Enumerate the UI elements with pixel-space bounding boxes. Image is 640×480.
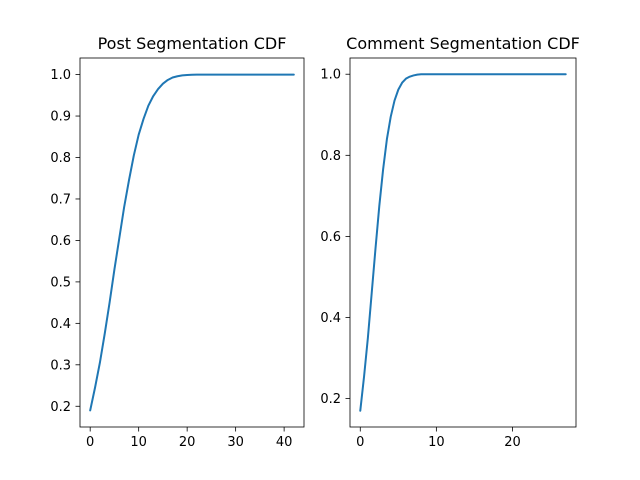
plot-area — [89, 73, 295, 412]
y-tick-label: 0.3 — [50, 358, 71, 373]
y-tick-label: 0.5 — [50, 275, 71, 290]
x-tick-label: 40 — [276, 435, 293, 450]
x-tick-label: 20 — [504, 435, 521, 450]
comment-segmentation-cdf-chart: Comment Segmentation CDF 0 10 20 0.2 0.4 0.6… — [320, 34, 580, 450]
y-tick-label: 1.0 — [50, 68, 71, 83]
y-axis: 0.2 0.4 0.6 0.8 1.0 — [320, 68, 350, 407]
y-tick-label: 0.2 — [320, 392, 341, 407]
x-tick-label: 10 — [130, 435, 147, 450]
y-tick-label: 0.9 — [50, 110, 71, 125]
axes-frame — [349, 57, 577, 428]
x-tick-label: 10 — [428, 435, 445, 450]
y-tick-label: 0.4 — [50, 317, 71, 332]
y-tick-label: 0.7 — [50, 192, 71, 207]
x-axis: 0 10 20 30 40 — [86, 427, 292, 450]
y-tick-label: 0.4 — [320, 311, 341, 326]
y-tick-label: 0.2 — [50, 400, 71, 415]
y-tick-label: 1.0 — [320, 68, 341, 83]
post-segmentation-cdf-chart: Post Segmentation CDF 0 10 20 30 40 0.20.30.… — [50, 34, 305, 450]
x-tick-label: 20 — [179, 435, 196, 450]
chart-title: Post Segmentation CDF — [98, 34, 287, 53]
x-tick-label: 0 — [356, 435, 364, 450]
x-tick-label: 30 — [227, 435, 244, 450]
series-line-0 — [359, 73, 567, 412]
chart-title: Comment Segmentation CDF — [346, 34, 580, 53]
plot-area — [359, 73, 567, 412]
axes-frame — [79, 57, 305, 428]
series-line-0 — [89, 73, 295, 412]
y-tick-label: 0.8 — [320, 149, 341, 164]
y-tick-label: 0.6 — [320, 230, 341, 245]
x-tick-label: 0 — [86, 435, 94, 450]
y-axis: 0.2 0.3 0.4 0.5 0.6 0.7 0.8 0.9 1.0 — [50, 68, 80, 415]
y-tick-label: 0.6 — [50, 234, 71, 249]
x-axis: 0 10 20 — [356, 427, 521, 450]
y-tick-label: 0.8 — [50, 151, 71, 166]
